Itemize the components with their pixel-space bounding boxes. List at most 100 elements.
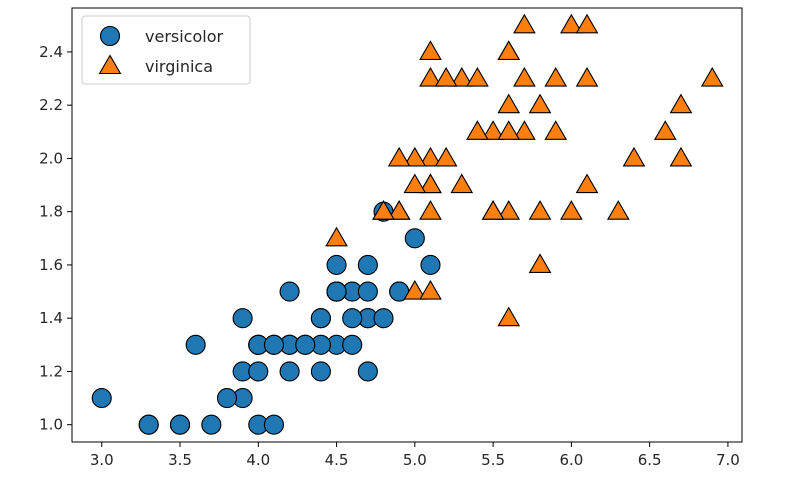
virginica-point [497, 120, 521, 140]
y-axis: 1.0 1.2 1.4 1.6 1.8 2.0 2.2 2.4 [39, 43, 72, 434]
versicolor-point [420, 254, 441, 275]
versicolor-point [169, 414, 191, 435]
virginica-point [434, 66, 458, 87]
versicolor-point [279, 281, 300, 302]
virginica-point [466, 120, 489, 140]
virginica-point [528, 93, 552, 114]
series-virginica [325, 13, 724, 327]
virginica-point [387, 200, 411, 220]
x-tick-label: 3.5 [168, 451, 192, 469]
virginica-point [544, 120, 568, 140]
versicolor-point [138, 414, 159, 435]
versicolor-point [326, 254, 347, 275]
legend-label-versicolor: versicolor [145, 27, 223, 46]
marks-layer [91, 13, 724, 435]
legend-box [81, 15, 251, 85]
x-tick-label: 7.0 [716, 451, 740, 469]
versicolor-point [263, 334, 284, 355]
virginica-point [497, 93, 521, 114]
virginica-point [419, 200, 442, 220]
y-tick-label: 2.2 [39, 96, 63, 114]
versicolor-point [404, 228, 425, 249]
versicolor-point [263, 414, 284, 435]
virginica-point [513, 13, 536, 34]
versicolor-point [295, 334, 316, 355]
x-tick-label: 3.0 [90, 451, 114, 469]
virginica-point [450, 173, 474, 194]
virginica-point [497, 306, 521, 327]
versicolor-point [232, 308, 253, 329]
versicolor-point [279, 361, 300, 382]
y-tick-label: 2.4 [39, 43, 63, 61]
virginica-point [544, 66, 568, 87]
virginica-point [481, 200, 505, 220]
virginica-point [622, 146, 646, 167]
legend-label-virginica: virginica [145, 57, 213, 76]
versicolor-point [373, 308, 394, 329]
virginica-point [528, 200, 552, 220]
virginica-point [497, 40, 521, 60]
virginica-point [466, 66, 489, 87]
legend-items: versicolor virginica [98, 25, 223, 76]
legend-marker-versicolor [99, 25, 121, 47]
legend: versicolor virginica [81, 15, 251, 85]
versicolor-point [310, 308, 331, 329]
y-tick-label: 1.6 [39, 256, 63, 274]
versicolor-point [310, 361, 331, 382]
y-tick-label: 2.0 [39, 149, 63, 167]
virginica-point [434, 146, 458, 167]
virginica-point [560, 200, 583, 220]
virginica-point [419, 40, 442, 60]
x-axis: 3.0 3.5 4.0 4.5 5.0 5.5 6.0 6.5 7.0 [90, 442, 740, 469]
x-tick-label: 6.5 [638, 451, 662, 469]
virginica-point [575, 173, 599, 194]
virginica-point [387, 146, 411, 167]
versicolor-point [201, 414, 222, 435]
virginica-point [575, 66, 599, 87]
virginica-point [606, 200, 630, 220]
versicolor-point [326, 281, 347, 302]
versicolor-point [357, 281, 378, 302]
axes-frame [71, 7, 743, 443]
y-tick-label: 1.8 [39, 203, 63, 221]
virginica-point [450, 66, 474, 87]
virginica-point [513, 66, 536, 87]
virginica-point [403, 279, 427, 300]
virginica-point [653, 120, 677, 140]
virginica-point [513, 120, 536, 140]
versicolor-point [357, 361, 378, 382]
x-tick-label: 4.5 [325, 451, 349, 469]
virginica-point [481, 120, 505, 140]
y-tick-label: 1.4 [39, 309, 63, 327]
virginica-point [700, 66, 724, 87]
y-tick-label: 1.0 [39, 416, 63, 434]
virginica-point [403, 146, 427, 167]
versicolor-point [357, 254, 378, 275]
x-tick-label: 5.5 [481, 451, 505, 469]
versicolor-point [342, 308, 363, 329]
versicolor-point [216, 388, 238, 409]
virginica-point [669, 146, 693, 167]
virginica-point [372, 200, 395, 220]
versicolor-point [185, 334, 206, 355]
versicolor-point [248, 361, 269, 382]
virginica-point [560, 13, 583, 34]
x-tick-label: 6.0 [559, 451, 583, 469]
y-tick-label: 1.2 [39, 362, 63, 380]
virginica-point [325, 226, 348, 247]
virginica-point [403, 173, 427, 194]
legend-marker-virginica [98, 54, 122, 75]
x-tick-label: 4.0 [246, 451, 270, 469]
virginica-point [669, 93, 693, 114]
series-versicolor [91, 201, 441, 435]
virginica-point [419, 146, 442, 167]
virginica-point [419, 173, 442, 194]
virginica-point [419, 66, 442, 87]
versicolor-point [91, 388, 112, 409]
virginica-point [497, 200, 521, 220]
virginica-point [528, 253, 552, 273]
virginica-point [575, 13, 599, 34]
virginica-point [419, 279, 442, 300]
